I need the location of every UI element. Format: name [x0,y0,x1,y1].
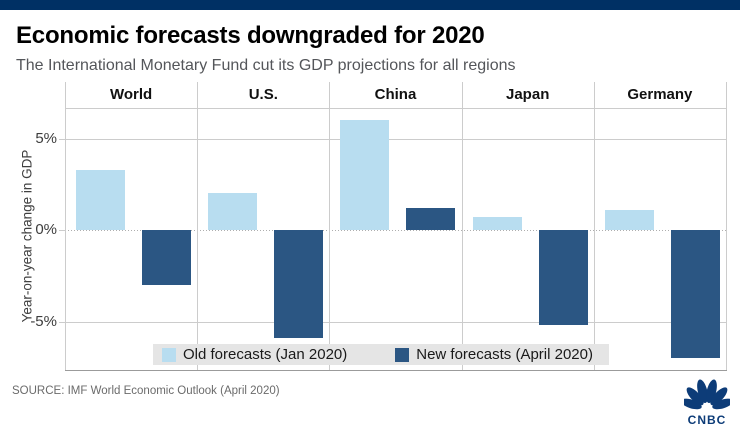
x-axis-line [65,370,727,371]
y-tick-mark [59,321,65,323]
panel-divider [461,82,463,370]
panel-header-china: China [374,86,417,103]
panel-divider [593,82,595,370]
cnbc-wordmark: CNBC [687,413,727,427]
y-tick-label--5%: -5% [30,312,57,330]
bar-new-japan [538,230,588,326]
panel-divider [726,82,727,370]
legend-item-new-forecasts: New forecasts (April 2020) [395,346,593,363]
bar-old-u-s [208,193,258,230]
bar-old-world [76,169,125,230]
legend-label-old: Old forecasts (Jan 2020) [183,346,348,363]
panel-header-japan: Japan [506,86,550,103]
panel-divider [329,82,331,370]
gridline-zero [65,230,726,231]
legend-swatch-old [162,347,176,362]
y-tick-mark [59,230,65,231]
legend-swatch-new [395,347,410,362]
panel-header-world: World [109,86,153,103]
y-tick-mark [59,138,65,140]
panel-divider [65,82,66,370]
panel-header-u-s: U.S. [248,86,278,103]
chart-area: Year-on-year change in GDP Old forecasts… [20,82,727,371]
bar-old-china [340,120,390,230]
bar-new-china [406,208,456,230]
cnbc-logo: CNBC [680,378,734,427]
gridline-5pct [65,138,726,140]
bar-old-japan [472,217,522,230]
chart-subtitle: The International Monetary Fund cut its … [16,57,516,74]
legend-item-old-forecasts: Old forecasts (Jan 2020) [162,346,347,363]
bar-new-u-s [274,230,324,338]
y-tick-label-5%: 5% [35,129,57,147]
source-note: SOURCE: IMF World Economic Outlook (Apri… [12,385,280,397]
peacock-icon [680,378,734,415]
bar-new-world [142,230,191,285]
top-accent-bar [0,0,740,10]
gridline--5pct [65,321,726,323]
y-tick-label-0%: 0% [35,221,57,238]
panel-divider [197,82,199,370]
legend-label-new: New forecasts (April 2020) [416,346,593,363]
bar-new-germany [670,230,720,359]
plot-top-border [65,108,726,109]
legend: Old forecasts (Jan 2020) New forecasts (A… [153,344,609,365]
panel-header-germany: Germany [627,86,693,103]
chart-title: Economic forecasts downgraded for 2020 [16,22,485,49]
bar-old-germany [604,209,654,230]
